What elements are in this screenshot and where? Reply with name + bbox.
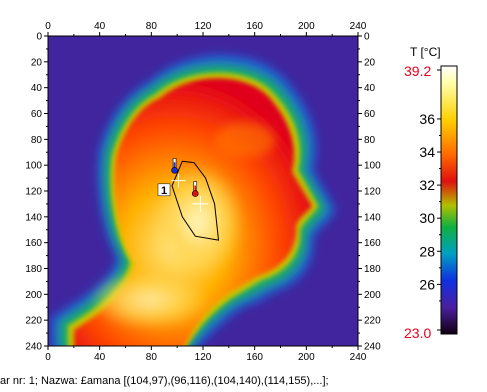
y-tick-label-left: 20 [31, 57, 43, 68]
thermometer-bulb [171, 167, 178, 174]
status-line: ar nr: 1; Nazwa: £amana [(104,97),(96,11… [0, 375, 329, 387]
x-tick-label-bottom: 240 [350, 352, 367, 363]
region-polygon[interactable] [171, 160, 220, 241]
x-tick-label-top: 0 [45, 21, 51, 32]
y-tick-label-left: 60 [31, 109, 43, 120]
x-tick-label-top: 200 [298, 21, 315, 32]
y-tick-label-left: 40 [31, 83, 43, 94]
colorbar-tick-label: 36 [419, 111, 435, 127]
colorbar-gradient [440, 65, 458, 335]
min-temp-marker-icon[interactable] [171, 158, 178, 174]
y-tick-label-right: 160 [364, 238, 381, 249]
colorbar-tick-label: 34 [419, 144, 435, 160]
y-tick-label-left: 240 [25, 342, 42, 353]
colorbar-min-label: 23.0 [404, 325, 431, 341]
x-tick-label-bottom: 80 [146, 352, 158, 363]
y-tick-label-right: 120 [364, 187, 381, 198]
y-tick-label-right: 0 [364, 32, 370, 43]
y-tick-label-right: 40 [364, 83, 376, 94]
thermal-image [48, 36, 358, 346]
colorbar-tick-label: 32 [419, 177, 435, 193]
y-tick-label-left: 100 [25, 161, 42, 172]
y-tick-label-left: 0 [36, 32, 42, 43]
x-tick-label-top: 240 [350, 21, 367, 32]
x-axis-top: 0 40 80 120 160 200 240 [45, 21, 367, 36]
y-tick-label-left: 220 [25, 316, 42, 327]
y-tick-label-right: 60 [364, 109, 376, 120]
y-tick-label-right: 80 [364, 135, 376, 146]
region-of-interest[interactable]: 1 [157, 160, 220, 241]
x-tick-label-bottom: 0 [45, 352, 51, 363]
y-tick-label-right: 240 [364, 342, 381, 353]
y-axis-right: 0 20 40 60 80 100 120 140 160 180 200 220 240 [358, 32, 381, 353]
max-temp-marker-icon[interactable] [191, 181, 199, 197]
region-label: 1 [161, 185, 167, 197]
colorbar-max-label: 39.2 [404, 63, 431, 79]
x-tick-label-top: 40 [94, 21, 106, 32]
x-tick-label-bottom: 160 [246, 352, 263, 363]
x-tick-label-top: 80 [146, 21, 158, 32]
y-tick-label-right: 180 [364, 264, 381, 275]
thermometer-fill [173, 162, 176, 169]
x-tick-label-top: 120 [195, 21, 212, 32]
region-label-box [157, 183, 171, 197]
y-tick-label-left: 140 [25, 212, 42, 223]
x-tick-label-bottom: 40 [94, 352, 106, 363]
y-tick-label-right: 100 [364, 161, 381, 172]
y-tick-label-left: 80 [31, 135, 43, 146]
x-tick-label-bottom: 120 [195, 352, 212, 363]
thermometer-fill [194, 185, 197, 192]
x-tick-label-top: 160 [246, 21, 263, 32]
thermometer-bulb [191, 190, 199, 197]
y-tick-label-left: 180 [25, 264, 42, 275]
colorbar-tick-label: 28 [419, 243, 435, 259]
y-tick-label-left: 120 [25, 187, 42, 198]
y-tick-label-left: 160 [25, 238, 42, 249]
colorbar-tick-label: 26 [419, 276, 435, 292]
colorbar-tick-label: 30 [419, 210, 435, 226]
colorbar-unit-label: T [°C] [410, 45, 441, 59]
y-tick-label-left: 200 [25, 290, 42, 301]
y-tick-label-right: 140 [364, 212, 381, 223]
x-axis-bottom: 0 40 80 120 160 200 240 [45, 346, 367, 363]
y-tick-label-right: 200 [364, 290, 381, 301]
colorbar: T [°C] 39.2 23.0 36 34 32 30 28 26 [404, 45, 458, 341]
x-tick-label-bottom: 200 [298, 352, 315, 363]
y-tick-label-right: 220 [364, 316, 381, 327]
y-axis-left: 0 20 40 60 80 100 120 140 160 180 200 220 240 [25, 32, 48, 353]
y-tick-label-right: 20 [364, 57, 376, 68]
